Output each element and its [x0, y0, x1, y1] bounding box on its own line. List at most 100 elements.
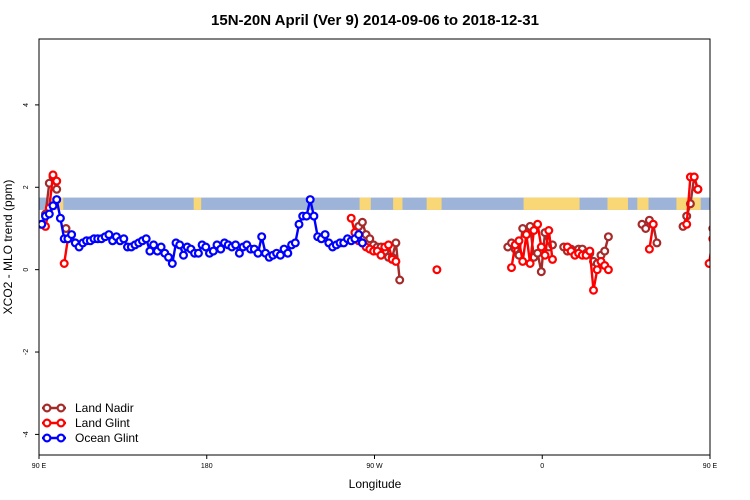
data-point-ocean-glint: [201, 242, 211, 252]
data-point-ocean-glint: [234, 248, 244, 258]
data-point-land-glint: [432, 265, 442, 275]
land-band: [607, 197, 628, 210]
y-axis: -4 -2 0 2 4: [23, 103, 39, 438]
data-point-ocean-glint: [257, 232, 267, 242]
x-tick-label: 180: [201, 463, 213, 470]
data-point-ocean-glint: [231, 240, 241, 250]
y-axis-label: XCO2 - MLO trend (ppm): [1, 180, 15, 315]
legend-item-ocean-glint: Ocean Glint: [42, 431, 139, 445]
legend-swatch-marker: [56, 403, 66, 413]
data-point-land-glint: [544, 226, 554, 236]
data-point-land-glint: [346, 213, 356, 223]
data-point-land-glint: [588, 285, 598, 295]
data-point-land-glint: [518, 256, 528, 266]
data-point-ocean-glint: [48, 201, 58, 211]
x-tick-label: 90 E: [703, 463, 718, 470]
data-point-ocean-glint: [67, 230, 77, 240]
data-point-ocean-glint: [253, 248, 263, 258]
legend-swatch-marker: [56, 433, 66, 443]
data-point-ocean-glint: [294, 219, 304, 229]
series-ocean-glint: [39, 195, 367, 269]
land-band: [523, 197, 580, 210]
data-point-land-glint: [533, 219, 543, 229]
data-point-land-nadir: [391, 238, 401, 248]
data-point-ocean-glint: [39, 219, 47, 229]
data-point-ocean-glint: [305, 195, 315, 205]
y-tick-label: -4: [23, 431, 30, 437]
data-point-ocean-glint: [216, 244, 226, 254]
data-point-land-glint: [693, 184, 703, 194]
data-point-ocean-glint: [354, 230, 364, 240]
y-tick-label: 2: [23, 185, 30, 189]
data-point-ocean-glint: [179, 250, 189, 260]
data-point-land-nadir: [641, 224, 651, 234]
x-axis: 90 E 180 90 W 0 90 E: [32, 455, 718, 470]
data-point-land-glint: [585, 246, 595, 256]
land-band: [359, 197, 371, 210]
data-point-land-nadir: [357, 217, 367, 227]
land-band: [637, 197, 649, 210]
data-point-land-glint: [603, 265, 613, 275]
data-point-ocean-glint: [193, 248, 203, 258]
data-point-ocean-glint: [44, 209, 54, 219]
data-point-land-glint: [48, 170, 58, 180]
data-point-ocean-glint: [167, 259, 177, 269]
data-point-land-glint: [514, 236, 524, 246]
legend-item-land-nadir: Land Nadir: [42, 401, 134, 415]
data-point-ocean-glint: [290, 238, 300, 248]
data-point-ocean-glint: [156, 242, 166, 252]
land-band: [193, 197, 202, 210]
data-point-ocean-glint: [119, 234, 129, 244]
data-point-land-glint: [521, 230, 531, 240]
data-point-ocean-glint: [141, 234, 151, 244]
legend-label: Land Nadir: [75, 401, 134, 415]
legend-swatch-marker: [56, 418, 66, 428]
data-point-land-nadir: [536, 267, 546, 277]
data-point-ocean-glint: [175, 240, 185, 250]
data-point-ocean-glint: [357, 238, 367, 248]
data-point-land-glint: [376, 250, 386, 260]
y-tick-label: 4: [23, 103, 30, 107]
data-point-land-nadir: [603, 232, 613, 242]
data-point-land-glint: [648, 219, 658, 229]
x-tick-label: 90 W: [366, 463, 383, 470]
y-tick-label: 0: [23, 268, 30, 272]
data-point-land-glint: [529, 226, 539, 236]
data-point-land-nadir: [600, 246, 610, 256]
data-point-ocean-glint: [283, 248, 293, 258]
x-tick-label: 90 E: [32, 463, 47, 470]
legend-swatch-marker: [42, 433, 52, 443]
data-point-ocean-glint: [320, 230, 330, 240]
series-land-glint: [40, 170, 710, 295]
legend-swatch-marker: [42, 418, 52, 428]
data-point-land-glint: [547, 254, 557, 264]
data-point-land-glint: [682, 219, 692, 229]
data-point-land-glint: [59, 259, 69, 269]
data-point-land-nadir: [518, 224, 528, 234]
data-point-land-glint: [536, 242, 546, 252]
data-point-land-nadir: [52, 184, 62, 194]
land-band: [426, 197, 442, 210]
legend-label: Land Glint: [75, 416, 130, 430]
data-point-land-nadir: [365, 234, 375, 244]
data-point-land-glint: [525, 259, 535, 269]
data-point-land-glint: [52, 176, 62, 186]
data-point-land-glint: [704, 259, 710, 268]
legend-label: Ocean Glint: [75, 431, 139, 445]
x-axis-label: Longitude: [349, 477, 402, 491]
data-point-land-glint: [689, 172, 699, 182]
legend-swatch-marker: [42, 403, 52, 413]
data-point-land-glint: [540, 250, 550, 260]
series-land-nadir: [39, 172, 710, 285]
data-point-ocean-glint: [149, 240, 159, 250]
data-point-land-nadir: [395, 275, 405, 285]
data-point-land-glint: [592, 265, 602, 275]
y-tick-label: -2: [23, 349, 30, 355]
data-point-land-glint: [391, 256, 401, 266]
data-point-ocean-glint: [104, 230, 114, 240]
plot-clip-group: [39, 170, 710, 295]
data-point-land-glint: [507, 263, 517, 273]
data-point-ocean-glint: [55, 213, 65, 223]
